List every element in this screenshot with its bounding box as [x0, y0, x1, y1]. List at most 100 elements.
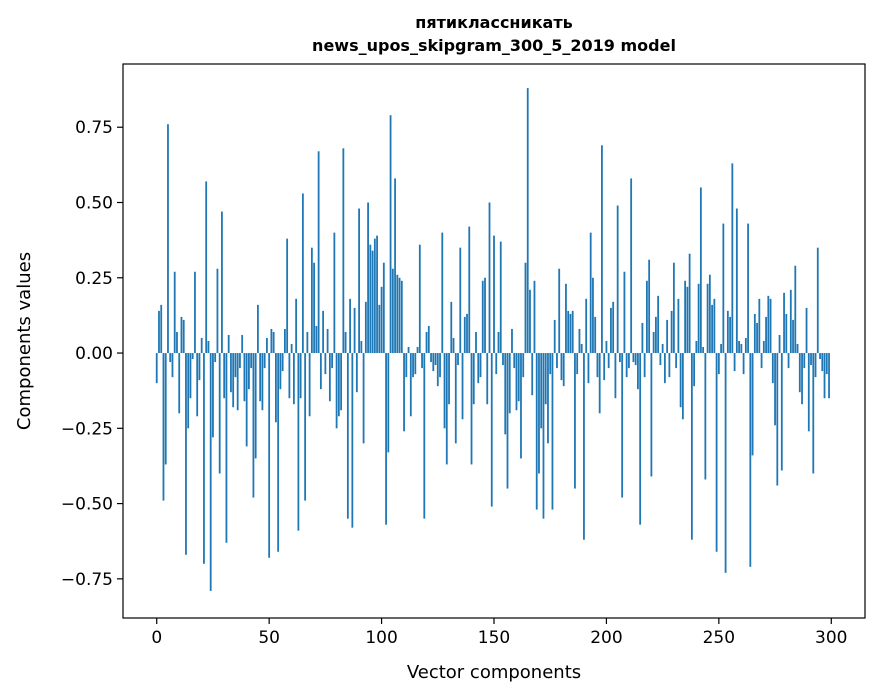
- bar-146: [484, 277, 486, 354]
- bar-263: [747, 223, 749, 354]
- bar-59: [288, 353, 291, 399]
- bar-170: [538, 353, 540, 474]
- bar-236: [686, 286, 689, 354]
- bar-299: [828, 353, 830, 399]
- bar-56: [281, 353, 284, 372]
- bar-177: [553, 319, 556, 354]
- bar-207: [621, 353, 624, 498]
- bar-29: [221, 211, 223, 354]
- bar-213: [634, 353, 637, 366]
- bar-297: [823, 353, 826, 399]
- bar-137: [463, 316, 466, 354]
- bar-28: [218, 353, 221, 474]
- bar-261: [742, 353, 745, 375]
- bar-157: [508, 353, 511, 414]
- bar-60: [290, 344, 293, 354]
- bar-116: [416, 347, 419, 354]
- bar-156: [506, 353, 509, 489]
- bar-201: [607, 353, 610, 369]
- bar-151: [495, 353, 498, 375]
- bar-80: [335, 353, 338, 429]
- bar-92: [362, 353, 365, 444]
- bar-100: [380, 286, 383, 354]
- bar-15: [189, 353, 192, 399]
- bar-240: [695, 341, 698, 354]
- bar-114: [412, 353, 414, 378]
- bar-17: [194, 271, 196, 354]
- bar-142: [475, 331, 477, 354]
- chart-title-line-1: пятиклассникать: [415, 13, 572, 32]
- bar-294: [816, 247, 819, 354]
- bar-231: [675, 353, 678, 369]
- bar-133: [454, 353, 457, 444]
- bar-175: [549, 353, 552, 375]
- bar-193: [589, 232, 592, 354]
- bar-183: [567, 310, 570, 354]
- bar-106: [394, 178, 396, 354]
- bar-9: [176, 331, 178, 354]
- bar-199: [603, 353, 606, 381]
- y-axis-label: Components values: [14, 252, 35, 430]
- y-tick-label: 0.25: [75, 269, 113, 289]
- bar-190: [583, 353, 585, 540]
- x-tick-label: 100: [365, 628, 397, 648]
- bar-107: [396, 274, 399, 354]
- bar-144: [479, 353, 482, 378]
- bar-209: [625, 353, 628, 378]
- bar-194: [592, 277, 594, 354]
- bar-20: [200, 337, 203, 354]
- bar-200: [605, 341, 608, 354]
- bar-65: [301, 193, 304, 354]
- bar-221: [652, 331, 655, 354]
- bar-154: [502, 353, 504, 366]
- bar-93: [364, 301, 367, 354]
- bar-164: [524, 262, 527, 354]
- bar-258: [735, 208, 738, 354]
- bar-117: [418, 244, 421, 354]
- bar-83: [342, 148, 345, 354]
- bar-125: [436, 353, 439, 387]
- bar-103: [387, 353, 390, 453]
- bar-172: [542, 353, 545, 519]
- bar-111: [405, 353, 408, 378]
- bar-232: [677, 298, 680, 354]
- bar-252: [722, 223, 725, 354]
- bar-247: [711, 304, 714, 354]
- x-tick-label: 200: [590, 628, 622, 648]
- bar-72: [317, 151, 320, 354]
- x-tick-label: 150: [478, 628, 510, 648]
- bar-81: [337, 353, 340, 417]
- bar-181: [562, 353, 565, 387]
- bar-122: [430, 353, 432, 363]
- bar-91: [360, 341, 363, 354]
- bar-54: [277, 353, 280, 552]
- bar-230: [672, 262, 675, 354]
- x-tick-label: 250: [703, 628, 735, 648]
- bar-8: [173, 271, 176, 354]
- bar-74: [322, 310, 325, 354]
- bar-222: [654, 316, 657, 354]
- y-tick-label: 0.50: [75, 194, 113, 214]
- bar-115: [414, 353, 417, 375]
- bar-220: [650, 353, 653, 477]
- bar-61: [292, 353, 295, 405]
- bar-22: [205, 181, 208, 354]
- bar-283: [792, 319, 794, 354]
- y-tick-label: −0.75: [61, 570, 113, 590]
- bar-182: [565, 283, 567, 354]
- bar-84: [344, 331, 347, 354]
- bar-179: [558, 268, 561, 354]
- bar-25: [212, 353, 214, 438]
- bar-233: [679, 353, 682, 408]
- bar-150: [493, 235, 495, 354]
- bar-78: [331, 353, 334, 369]
- bar-26: [214, 353, 217, 363]
- bar-225: [661, 344, 664, 354]
- bar-217: [643, 353, 646, 378]
- bar-34: [232, 353, 235, 408]
- bars-group: [155, 88, 830, 591]
- bar-37: [239, 353, 241, 369]
- bar-6: [169, 353, 172, 363]
- bar-69: [310, 247, 313, 354]
